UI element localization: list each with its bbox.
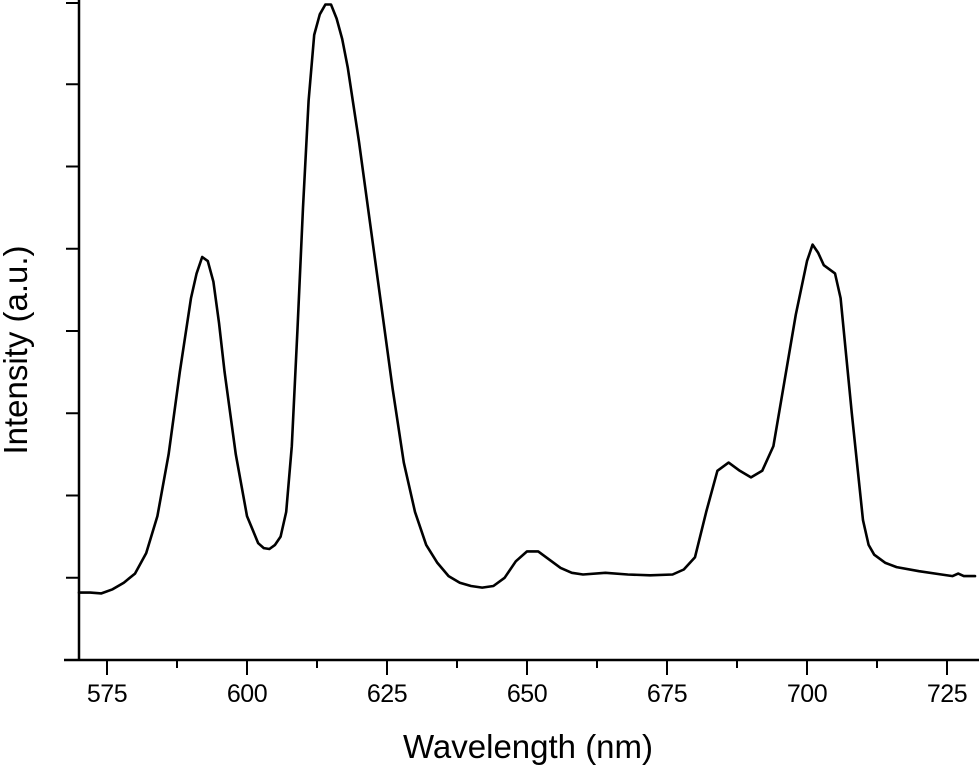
y-axis-ticks	[66, 2, 79, 661]
x-tick-label: 675	[646, 680, 688, 708]
x-tick-label: 650	[506, 680, 548, 708]
x-axis-label: Wavelength (nm)	[402, 728, 654, 765]
x-tick-label: 700	[786, 680, 828, 708]
x-tick-label: 600	[226, 680, 268, 708]
spectrum-line	[77, 3, 977, 595]
x-tick-label: 625	[366, 680, 408, 708]
y-axis-label: Intensity (a.u.)	[0, 245, 34, 455]
x-axis-ticks	[106, 660, 948, 675]
x-axis	[64, 658, 979, 675]
x-tick-label: 725	[926, 680, 968, 708]
y-axis	[66, 0, 81, 661]
x-tick-label: 575	[86, 680, 128, 708]
